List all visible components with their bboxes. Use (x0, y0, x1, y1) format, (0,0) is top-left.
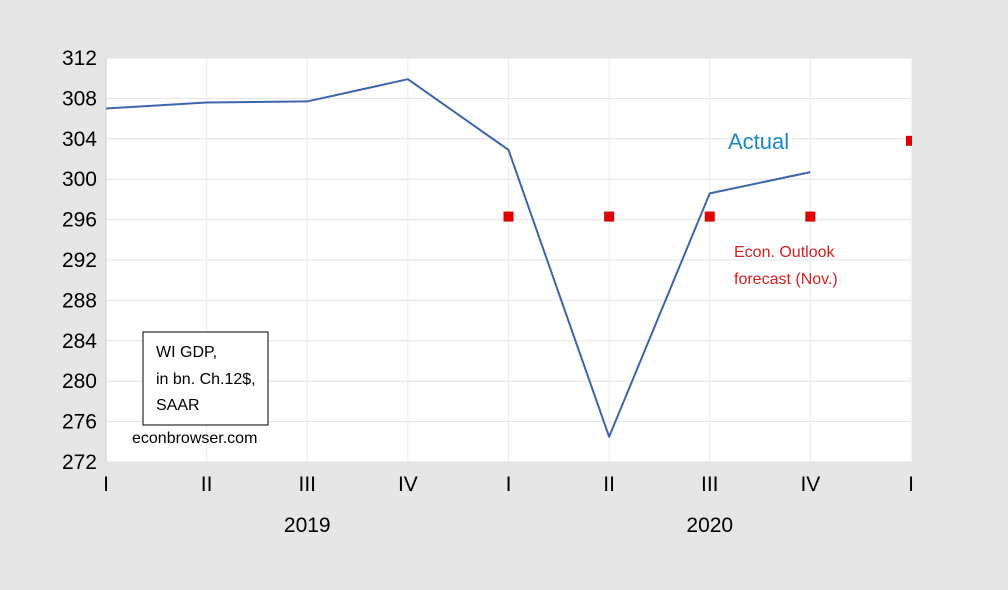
legend-box-line2: in bn. Ch.12$, (156, 371, 256, 388)
series-forecast (503, 135, 912, 222)
y-tick-label: 280 (62, 370, 97, 393)
x-tick-label: II (603, 473, 615, 496)
forecast-point (503, 211, 514, 222)
y-tick-label: 292 (62, 249, 97, 272)
forecast-point (704, 211, 715, 222)
annotation-actual: Actual (728, 129, 789, 154)
y-tick-label: 288 (62, 289, 97, 312)
x-tick-label: III (298, 473, 316, 496)
x-tick-label: I (908, 473, 914, 496)
x-axis-ticks: I II III IV I II III IV I (103, 473, 914, 496)
y-tick-label: 284 (62, 330, 97, 353)
legend-box: WI GDP, in bn. Ch.12$, SAAR (142, 331, 269, 426)
x-tick-label: I (506, 473, 512, 496)
annotation-forecast-line1: Econ. Outlook (734, 244, 836, 261)
forecast-point (906, 135, 912, 146)
x-tick-label: II (201, 473, 213, 496)
y-tick-label: 304 (62, 128, 97, 151)
x-tick-label: IV (800, 473, 820, 496)
y-tick-label: 276 (62, 411, 97, 434)
y-axis-ticks: 312 308 304 300 296 292 288 284 280 276 272 (62, 47, 97, 474)
source-label: econbrowser.com (132, 430, 257, 447)
series-actual (105, 78, 811, 438)
x-axis-years: 2019 2020 (284, 514, 733, 537)
y-tick-label: 296 (62, 209, 97, 232)
legend-box-line3: SAAR (156, 397, 200, 414)
y-tick-label: 308 (62, 87, 97, 110)
legend-box-frame (142, 331, 269, 426)
y-tick-label: 300 (62, 168, 97, 191)
year-label: 2019 (284, 514, 331, 537)
forecast-point (604, 211, 615, 222)
y-tick-label: 312 (62, 47, 97, 70)
legend-box-line1: WI GDP, (156, 344, 217, 361)
x-tick-label: IV (398, 473, 418, 496)
x-tick-label: III (701, 473, 719, 496)
series-line-actual (105, 78, 811, 438)
forecast-point (805, 211, 816, 222)
annotation-forecast-line2: forecast (Nov.) (734, 271, 838, 288)
year-label: 2020 (686, 514, 733, 537)
x-tick-label: I (103, 473, 109, 496)
y-tick-label: 272 (62, 451, 97, 474)
